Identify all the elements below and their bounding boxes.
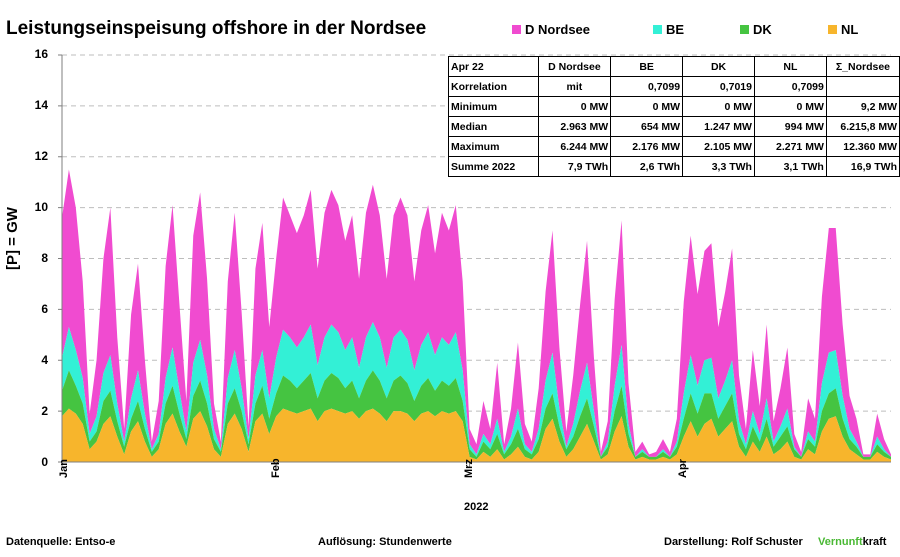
data-source-note: Datenquelle: Entso-e xyxy=(6,536,116,548)
y-tick-label: 8 xyxy=(41,251,48,265)
legend-swatch xyxy=(653,25,662,34)
table-cell: 0 MW xyxy=(537,96,612,117)
legend-swatch xyxy=(512,25,521,34)
y-tick-label: 10 xyxy=(34,200,48,214)
table-header-cell: Σ_Nordsee xyxy=(825,56,900,77)
legend-item-d-nordsee: D Nordsee xyxy=(512,22,590,37)
table-cell: 2.271 MW xyxy=(753,136,827,157)
series-area-dk xyxy=(62,370,891,460)
brand-logo: Vernunftkraft xyxy=(818,536,886,548)
table-row: Maximum 6.244 MW 2.176 MW 2.105 MW 2.271… xyxy=(448,136,900,157)
table-cell: 0,7099 xyxy=(753,76,827,97)
table-header-cell: D Nordsee xyxy=(537,56,612,77)
x-tick-label-jan: Jan xyxy=(58,459,70,478)
x-axis-label: 2022 xyxy=(464,501,489,513)
table-row-label: Summe 2022 xyxy=(448,156,539,177)
x-tick-label-mrz: Mrz xyxy=(463,459,475,478)
legend-item-nl: NL xyxy=(828,22,858,37)
series-area-d-nordsee xyxy=(62,169,891,457)
table-row: Korrelation mit 0,7099 0,7019 0,7099 xyxy=(448,76,900,97)
table-cell: 9,2 MW xyxy=(825,96,900,117)
table-header-cell: Apr 22 xyxy=(448,56,539,77)
series-area-be xyxy=(62,322,891,457)
table-cell: 3,3 TWh xyxy=(682,156,755,177)
legend-label: NL xyxy=(841,22,859,37)
legend-item-dk: DK xyxy=(740,22,772,37)
legend-swatch xyxy=(740,25,749,34)
table-row: Summe 2022 7,9 TWh 2,6 TWh 3,3 TWh 3,1 T… xyxy=(448,156,900,177)
brand-black-text: kraft xyxy=(862,536,887,548)
y-tick-label: 2 xyxy=(41,404,48,418)
y-axis-label: [P] = GW xyxy=(4,207,21,270)
table-header-cell: BE xyxy=(610,56,684,77)
table-row-label: Minimum xyxy=(448,96,539,117)
table-cell: 2,6 TWh xyxy=(610,156,684,177)
table-cell: 16,9 TWh xyxy=(825,156,900,177)
table-cell: 0,7019 xyxy=(682,76,755,97)
table-row-label: Median xyxy=(448,116,539,137)
table-cell: 2.176 MW xyxy=(610,136,684,157)
x-tick-label-apr: Apr xyxy=(677,459,689,478)
table-cell: 994 MW xyxy=(753,116,827,137)
chart-title: Leistungseinspeisung offshore in der Nor… xyxy=(6,18,427,39)
table-cell: 0 MW xyxy=(753,96,827,117)
table-row-label: Maximum xyxy=(448,136,539,157)
table-cell: 0,7099 xyxy=(610,76,684,97)
legend-label: D Nordsee xyxy=(525,22,591,37)
legend-label: BE xyxy=(666,22,685,37)
table-header-cell: NL xyxy=(753,56,827,77)
series-area-nl xyxy=(62,408,891,462)
table-cell xyxy=(825,76,900,97)
resolution-note: Auflösung: Stundenwerte xyxy=(318,536,452,548)
legend-swatch xyxy=(828,25,837,34)
y-tick-label: 16 xyxy=(34,47,48,61)
table-cell: 6.215,8 MW xyxy=(825,116,900,137)
table-header-row: Apr 22 D Nordsee BE DK NL Σ_Nordsee xyxy=(448,56,900,77)
x-tick-label-feb: Feb xyxy=(270,458,282,478)
credit-note: Darstellung: Rolf Schuster xyxy=(664,536,803,548)
statistics-table: Apr 22 D Nordsee BE DK NL Σ_Nordsee Korr… xyxy=(448,56,900,177)
table-row: Median 2.963 MW 654 MW 1.247 MW 994 MW 6… xyxy=(448,116,900,137)
table-cell: 7,9 TWh xyxy=(537,156,612,177)
y-tick-label: 4 xyxy=(41,353,48,367)
y-tick-label: 6 xyxy=(41,302,48,316)
table-cell: 0 MW xyxy=(682,96,755,117)
table-row-label: Korrelation xyxy=(448,76,539,97)
table-row: Minimum 0 MW 0 MW 0 MW 0 MW 9,2 MW xyxy=(448,96,900,117)
table-cell: 12.360 MW xyxy=(825,136,900,157)
table-cell: 3,1 TWh xyxy=(753,156,827,177)
y-tick-label: 12 xyxy=(34,149,48,163)
table-cell: 2.105 MW xyxy=(682,136,755,157)
table-header-cell: DK xyxy=(682,56,755,77)
legend-item-be: BE xyxy=(653,22,684,37)
table-cell: mit xyxy=(537,76,612,97)
legend-label: DK xyxy=(753,22,772,37)
table-cell: 654 MW xyxy=(610,116,684,137)
table-cell: 0 MW xyxy=(610,96,684,117)
table-cell: 1.247 MW xyxy=(682,116,755,137)
table-cell: 6.244 MW xyxy=(537,136,612,157)
brand-green-text: Vernunft xyxy=(818,536,863,548)
table-cell: 2.963 MW xyxy=(537,116,612,137)
y-tick-label: 14 xyxy=(34,98,48,112)
y-tick-label: 0 xyxy=(41,455,48,469)
